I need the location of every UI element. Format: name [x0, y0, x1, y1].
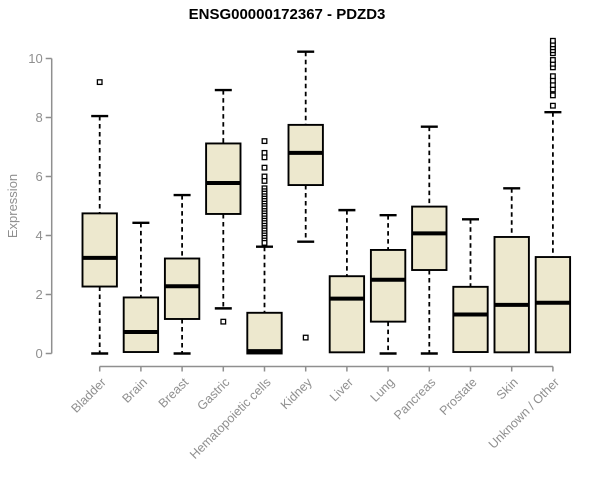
- box-group: [493, 187, 530, 354]
- x-category-label: Kidney: [278, 375, 315, 412]
- chart-title: ENSG00000172367 - PDZD3: [189, 6, 386, 23]
- iqr-box: [369, 249, 407, 323]
- x-category-label: Gastric: [195, 375, 233, 413]
- iqr-box: [246, 311, 283, 355]
- y-tick-label: 8: [35, 110, 42, 125]
- box-group: [369, 213, 407, 355]
- box-group: [205, 88, 242, 325]
- box-group: [122, 221, 160, 353]
- outlier-point: [549, 37, 556, 44]
- outlier-point: [261, 138, 268, 145]
- y-tick-label: 0: [35, 346, 42, 361]
- x-category-label: Bladder: [68, 375, 108, 415]
- box-group: [246, 138, 283, 355]
- outlier-point: [261, 164, 268, 171]
- iqr-box: [452, 285, 489, 353]
- boxes: [81, 37, 572, 355]
- iqr-box: [287, 123, 324, 187]
- iqr-box: [493, 236, 530, 354]
- x-category-label: Unknown / Other: [486, 375, 562, 451]
- x-category-label: Pancreas: [391, 375, 438, 422]
- y-tick-label: 2: [35, 287, 42, 302]
- outlier-point: [261, 177, 268, 184]
- x-category-label: Lung: [368, 375, 398, 405]
- iqr-box: [122, 296, 160, 353]
- outlier-point: [96, 79, 103, 86]
- iqr-box: [205, 142, 242, 215]
- box-group: [287, 50, 324, 341]
- y-axis-label: Expression: [5, 174, 20, 238]
- y-tick-label: 4: [35, 228, 42, 243]
- x-category-label: Prostate: [437, 375, 480, 418]
- box-group: [452, 218, 489, 353]
- iqr-box: [163, 257, 201, 320]
- outlier-point: [549, 102, 556, 109]
- outlier-point: [220, 318, 227, 325]
- box-group: [163, 193, 201, 355]
- iqr-box: [411, 205, 448, 271]
- box-group: [81, 79, 118, 355]
- iqr-box: [328, 275, 366, 354]
- outlier-point: [261, 239, 268, 246]
- x-category-label: Breast: [156, 375, 192, 411]
- outlier-point: [549, 92, 556, 99]
- outlier-point: [261, 154, 268, 161]
- x-category-label: Skin: [494, 375, 521, 402]
- box-group: [534, 37, 572, 354]
- outlier-point: [302, 334, 309, 341]
- y-tick-label: 10: [28, 51, 42, 66]
- x-category-label: Liver: [327, 375, 356, 404]
- outlier-point: [549, 73, 556, 80]
- x-category-label: Brain: [119, 375, 150, 406]
- y-tick-label: 6: [35, 169, 42, 184]
- box-group: [411, 125, 448, 355]
- outlier-point: [549, 57, 556, 63]
- box-group: [328, 208, 366, 354]
- iqr-box: [81, 212, 118, 288]
- x-category-label: Hematopoietic cells: [187, 375, 274, 462]
